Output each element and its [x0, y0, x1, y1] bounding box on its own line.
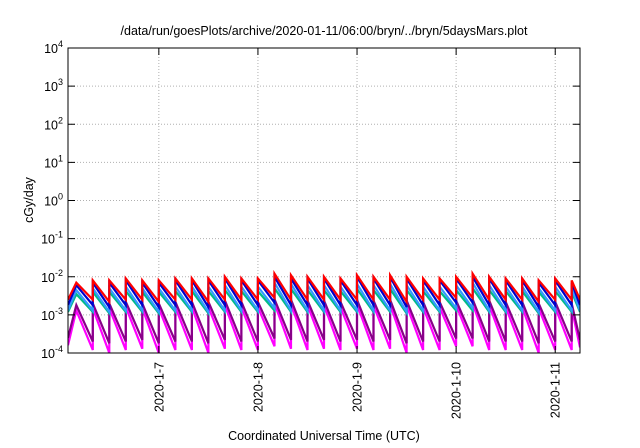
x-tick-label: 2020-1-8	[251, 362, 265, 412]
x-tick-label: 2020-1-7	[152, 362, 166, 412]
y-tick-label: 102	[44, 115, 63, 132]
y-tick-label: 100	[44, 192, 63, 209]
y-tick-label: 101	[44, 153, 63, 170]
y-tick-label: 103	[44, 77, 63, 94]
y-tick-label: 10-4	[41, 344, 63, 361]
y-axis-label: cGy/day	[22, 176, 36, 223]
series-group	[68, 269, 580, 353]
y-tick-label: 10-3	[41, 306, 63, 323]
x-tick-label: 2020-1-9	[351, 362, 365, 412]
y-tick-label: 10-1	[41, 230, 63, 247]
axes: 10-4 10-3 10-2 10-1 100 101 102 103 104 2020-1-7 2…	[41, 39, 580, 419]
y-tick-label: 104	[44, 39, 63, 56]
x-axis-label: Coordinated Universal Time (UTC)	[228, 429, 420, 443]
series-line	[68, 269, 580, 306]
chart-title: /data/run/goesPlots/archive/2020-01-11/0…	[121, 24, 528, 38]
y-tick-label: 10-2	[41, 268, 63, 285]
x-tick-label: 2020-1-10	[450, 362, 464, 419]
x-tick-label: 2020-1-11	[549, 362, 563, 418]
